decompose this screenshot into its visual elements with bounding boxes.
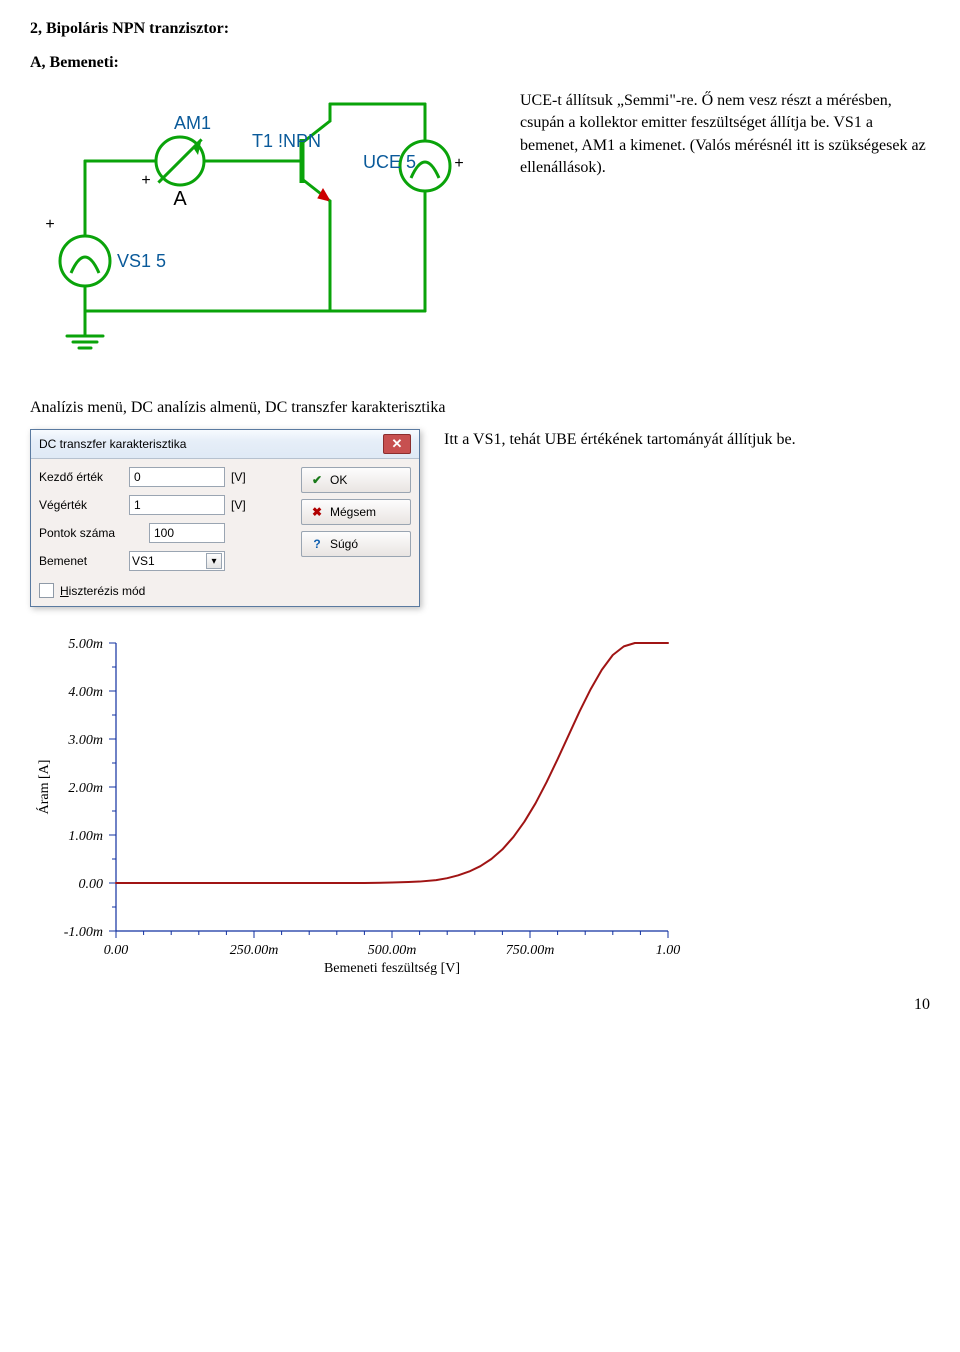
svg-text:5.00m: 5.00m [68, 637, 103, 652]
hysteresis-checkbox[interactable] [39, 583, 54, 598]
input-select-value: VS1 [132, 554, 155, 568]
row-input-select: Bemenet VS1 ▾ [39, 551, 295, 571]
points-label: Pontok száma [39, 526, 125, 540]
row-end-value: Végérték [V] [39, 495, 295, 515]
svg-text:T1 !NPN: T1 !NPN [252, 131, 321, 151]
svg-text:2.00m: 2.00m [68, 781, 103, 796]
svg-text:A: A [173, 188, 187, 210]
dialog-buttons: ✔ OK ✖ Mégsem ? Súgó [301, 467, 411, 598]
svg-text:4.00m: 4.00m [68, 685, 103, 700]
start-value-label: Kezdő érték [39, 470, 125, 484]
svg-text:VS1 5: VS1 5 [117, 251, 166, 271]
end-value-label: Végérték [39, 498, 125, 512]
help-button-label: Súgó [330, 537, 358, 551]
svg-text:Bemeneti feszültség [V]: Bemeneti feszültség [V] [324, 961, 460, 976]
start-value-input[interactable] [129, 467, 225, 487]
check-icon: ✔ [310, 473, 324, 487]
dc-transfer-dialog: DC transzfer karakterisztika ✕ Kezdő ért… [30, 429, 420, 607]
dialog-row: DC transzfer karakterisztika ✕ Kezdő ért… [30, 429, 930, 607]
x-icon: ✖ [310, 505, 324, 519]
circuit-and-description: A + AM1 T1 !NPN UCE 5 + + VS1 5 UCE-t állítsuk … [30, 86, 930, 381]
page-subtitle: A, Bemeneti: [30, 54, 930, 72]
help-button[interactable]: ? Súgó [301, 531, 411, 557]
dialog-title-text: DC transzfer karakterisztika [39, 437, 186, 451]
circuit-description-text: UCE-t állítsuk „Semmi"-re. Ő nem vesz ré… [520, 86, 930, 180]
svg-text:-1.00m: -1.00m [64, 925, 103, 940]
row-points: Pontok száma [39, 523, 295, 543]
svg-text:3.00m: 3.00m [67, 733, 103, 748]
svg-text:0.00: 0.00 [104, 943, 129, 958]
svg-text:1.00: 1.00 [656, 943, 681, 958]
page-number: 10 [30, 996, 930, 1014]
input-select[interactable]: VS1 ▾ [129, 551, 225, 571]
close-icon: ✕ [392, 436, 403, 452]
row-hysteresis: Hiszterézis mód [39, 583, 295, 598]
svg-text:+: + [45, 216, 54, 233]
points-input[interactable] [149, 523, 225, 543]
dialog-fields: Kezdő érték [V] Végérték [V] Pontok szám… [39, 467, 295, 598]
page-title: 2, Bipoláris NPN tranzisztor: [30, 20, 930, 38]
dialog-body: Kezdő érték [V] Végérték [V] Pontok szám… [31, 459, 419, 606]
end-value-input[interactable] [129, 495, 225, 515]
chevron-down-icon: ▾ [206, 553, 222, 569]
row-start-value: Kezdő érték [V] [39, 467, 295, 487]
svg-text:500.00m: 500.00m [368, 943, 417, 958]
circuit-diagram: A + AM1 T1 !NPN UCE 5 + + VS1 5 [30, 86, 500, 381]
dialog-titlebar: DC transzfer karakterisztika ✕ [31, 430, 419, 459]
ok-button-label: OK [330, 473, 347, 487]
dialog-side-description: Itt a VS1, tehát UBE értékének tartomány… [444, 429, 930, 451]
analysis-menu-path: Analízis menü, DC analízis almenü, DC tr… [30, 399, 930, 417]
input-select-label: Bemenet [39, 554, 125, 568]
svg-text:Áram [A]: Áram [A] [35, 760, 52, 815]
svg-text:AM1: AM1 [174, 113, 211, 133]
cancel-button-label: Mégsem [330, 505, 376, 519]
end-value-unit: [V] [231, 498, 253, 512]
iv-curve-chart: -1.00m0.001.00m2.00m3.00m4.00m5.00m0.002… [30, 625, 930, 990]
question-icon: ? [310, 537, 324, 551]
svg-text:250.00m: 250.00m [230, 943, 279, 958]
svg-text:1.00m: 1.00m [68, 829, 103, 844]
hysteresis-label: Hiszterézis mód [60, 584, 145, 598]
chart-svg: -1.00m0.001.00m2.00m3.00m4.00m5.00m0.002… [30, 625, 690, 985]
svg-text:+: + [141, 172, 150, 189]
svg-text:+: + [454, 155, 463, 172]
start-value-unit: [V] [231, 470, 253, 484]
svg-text:0.00: 0.00 [79, 877, 104, 892]
cancel-button[interactable]: ✖ Mégsem [301, 499, 411, 525]
svg-text:750.00m: 750.00m [506, 943, 555, 958]
close-button[interactable]: ✕ [383, 434, 411, 454]
ok-button[interactable]: ✔ OK [301, 467, 411, 493]
svg-text:UCE 5: UCE 5 [363, 152, 416, 172]
